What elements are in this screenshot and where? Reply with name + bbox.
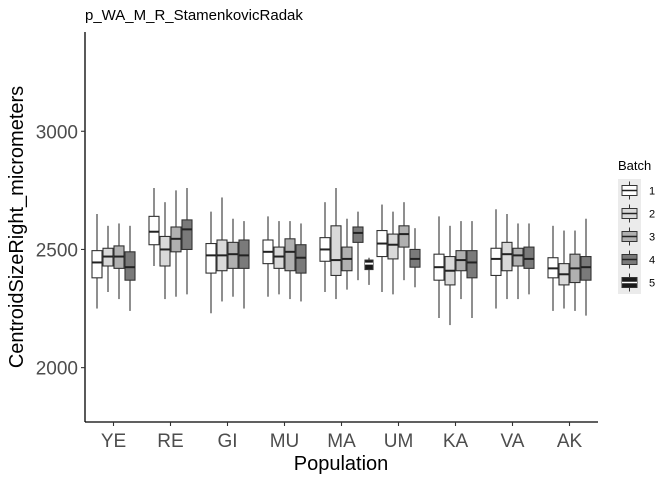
legend-label: 1 bbox=[649, 186, 655, 198]
y-tick-label: 2000 bbox=[36, 359, 78, 380]
box-MU-batch-3 bbox=[284, 221, 296, 300]
box-body bbox=[124, 251, 136, 281]
legend: Batch 1 2 3 4 5 bbox=[618, 158, 655, 294]
box-YE-batch-3 bbox=[113, 223, 125, 300]
chart-title: p_WA_M_R_StamenkovicRadak bbox=[85, 7, 303, 24]
box-body bbox=[238, 239, 250, 269]
box-body bbox=[295, 244, 307, 274]
box-body bbox=[580, 255, 592, 281]
box-VA-batch-3 bbox=[512, 223, 524, 300]
box-MA-batch-4 bbox=[352, 211, 364, 281]
box-VA-batch-2 bbox=[501, 214, 513, 300]
legend-label: 4 bbox=[649, 255, 655, 267]
box-body bbox=[330, 225, 342, 277]
box-RE-batch-4 bbox=[181, 188, 193, 295]
legend-key-3: 3 bbox=[621, 227, 655, 246]
box-body bbox=[466, 250, 478, 279]
x-tick-label: GI bbox=[217, 431, 237, 452]
box-body bbox=[181, 219, 193, 251]
x-tick-label: RE bbox=[157, 431, 183, 452]
box-AK-batch-1 bbox=[547, 225, 559, 311]
y-axis-label: CentroidSizeRight_micrometers bbox=[6, 86, 28, 368]
x-axis-ticks: YE RE GI MU MA UM KA VA AK bbox=[101, 422, 583, 452]
y-axis-ticks: 2000 2500 3000 bbox=[36, 122, 85, 380]
box-MU-batch-4 bbox=[295, 223, 307, 302]
x-tick-label: MU bbox=[270, 431, 300, 452]
x-tick-label: YE bbox=[101, 431, 126, 452]
box-KA-batch-2 bbox=[444, 225, 456, 326]
legend-label: 5 bbox=[649, 278, 655, 290]
x-axis-label: Population bbox=[294, 453, 389, 475]
box-MU-batch-1 bbox=[262, 216, 274, 297]
x-tick-label: MA bbox=[327, 431, 356, 452]
box-GI-batch-2 bbox=[216, 197, 228, 302]
box-VA-batch-4 bbox=[523, 223, 535, 295]
y-tick-label: 2500 bbox=[36, 240, 78, 261]
box-body bbox=[398, 225, 410, 248]
box-body bbox=[273, 246, 285, 269]
box-KA-batch-3 bbox=[455, 221, 467, 300]
box-KA-batch-4 bbox=[466, 221, 478, 318]
box-body bbox=[523, 246, 535, 269]
box-body bbox=[227, 241, 239, 269]
x-tick-label: KA bbox=[443, 431, 469, 452]
box-VA-batch-1 bbox=[490, 209, 502, 309]
box-body bbox=[364, 259, 374, 271]
y-tick-label: 3000 bbox=[36, 122, 78, 143]
legend-title: Batch bbox=[618, 158, 651, 173]
box-MU-batch-2 bbox=[273, 221, 285, 295]
legend-label: 2 bbox=[649, 209, 655, 221]
box-UM-batch-2 bbox=[387, 211, 399, 295]
box-body bbox=[490, 247, 502, 277]
box-UM-batch-4 bbox=[409, 228, 421, 288]
plot-area bbox=[91, 188, 592, 326]
box-body bbox=[512, 247, 524, 267]
box-MA-batch-2 bbox=[330, 188, 342, 300]
box-RE-batch-2 bbox=[159, 202, 171, 300]
box-AK-batch-2 bbox=[558, 230, 570, 309]
box-body bbox=[91, 250, 103, 279]
x-tick-label: VA bbox=[501, 431, 525, 452]
box-body bbox=[159, 235, 171, 267]
box-KA-batch-1 bbox=[433, 216, 445, 318]
box-body bbox=[387, 233, 399, 260]
box-body bbox=[501, 241, 513, 272]
legend-label: 3 bbox=[649, 232, 655, 244]
legend-key-5: 5 bbox=[621, 273, 655, 292]
box-AK-batch-4 bbox=[580, 218, 592, 316]
box-YE-batch-4 bbox=[124, 225, 136, 311]
legend-key-2: 2 bbox=[621, 204, 655, 223]
box-UM-batch-1 bbox=[376, 204, 388, 292]
box-UM-batch-3 bbox=[398, 202, 410, 281]
legend-key-1: 1 bbox=[621, 181, 655, 200]
x-tick-label: AK bbox=[557, 431, 583, 452]
legend-key-4: 4 bbox=[621, 250, 655, 269]
box-RE-batch-1 bbox=[148, 188, 160, 266]
legend-keys: 1 2 3 4 5 bbox=[621, 181, 655, 292]
x-tick-label: UM bbox=[384, 431, 414, 452]
box-body bbox=[148, 215, 160, 246]
box-GI-batch-1 bbox=[205, 211, 217, 314]
box-YE-batch-2 bbox=[102, 225, 114, 292]
box-MA-batch-3 bbox=[341, 218, 353, 290]
box-YE-batch-1 bbox=[91, 214, 103, 309]
box-MA-batch-1 bbox=[319, 202, 331, 292]
box-body bbox=[284, 238, 296, 272]
box-RE-batch-3 bbox=[170, 190, 182, 297]
box-body bbox=[205, 242, 217, 274]
box-body bbox=[352, 226, 364, 243]
box-GI-batch-4 bbox=[238, 221, 250, 309]
box-AK-batch-3 bbox=[569, 230, 581, 311]
box-MA-batch-5 bbox=[364, 257, 374, 285]
box-GI-batch-3 bbox=[227, 218, 239, 297]
